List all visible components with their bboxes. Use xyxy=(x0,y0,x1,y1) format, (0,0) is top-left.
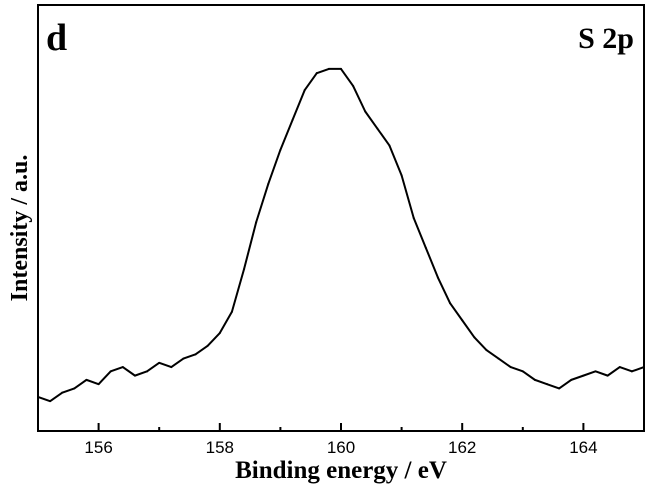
data-point xyxy=(352,84,355,87)
data-point xyxy=(497,357,500,360)
data-point xyxy=(509,366,512,369)
data-point xyxy=(327,67,330,70)
data-point xyxy=(158,361,161,364)
data-point xyxy=(243,268,246,271)
data-point xyxy=(376,127,379,130)
data-point xyxy=(206,344,209,347)
x-tick-label: 162 xyxy=(448,438,476,457)
data-point xyxy=(97,383,100,386)
data-point xyxy=(364,110,367,113)
data-point xyxy=(606,374,609,377)
data-point xyxy=(73,387,76,390)
data-point xyxy=(558,387,561,390)
x-tick-label: 160 xyxy=(327,438,355,457)
data-point xyxy=(618,366,621,369)
data-point xyxy=(570,378,573,381)
data-point xyxy=(303,89,306,92)
data-point xyxy=(230,310,233,313)
data-point xyxy=(61,391,64,394)
data-point xyxy=(412,217,415,219)
x-tick-label: 164 xyxy=(569,438,597,457)
data-point xyxy=(37,395,39,398)
y-axis-label: Intensity / a.u. xyxy=(7,155,33,302)
data-point xyxy=(643,366,645,369)
data-point xyxy=(461,319,464,322)
panel-label: d xyxy=(46,17,67,59)
data-point xyxy=(133,374,136,377)
data-point xyxy=(109,370,112,373)
data-point xyxy=(388,144,391,147)
data-point xyxy=(49,400,52,403)
data-point xyxy=(400,174,403,177)
data-point xyxy=(436,276,439,279)
data-point xyxy=(533,378,536,381)
series-layer xyxy=(37,67,645,403)
data-point xyxy=(170,366,173,369)
data-point xyxy=(449,302,452,305)
data-point xyxy=(630,370,633,373)
x-axis-label: Binding energy / eV xyxy=(235,457,447,484)
data-point xyxy=(315,72,318,75)
data-point xyxy=(267,182,270,185)
data-point xyxy=(340,67,342,70)
spectrum-annotation: S 2p xyxy=(578,22,634,55)
data-point xyxy=(546,383,549,386)
data-point xyxy=(521,370,524,373)
data-point xyxy=(279,148,282,151)
data-point xyxy=(182,357,185,360)
data-point xyxy=(85,378,88,381)
data-point xyxy=(194,353,197,356)
data-point xyxy=(424,246,427,249)
data-point xyxy=(473,336,476,339)
data-point xyxy=(594,370,597,373)
data-point xyxy=(146,370,149,373)
x-tick-label: 158 xyxy=(206,438,234,457)
data-point xyxy=(121,366,124,369)
data-point xyxy=(485,349,488,352)
data-point xyxy=(218,332,221,335)
data-point xyxy=(582,374,585,377)
x-axis-ticks: 156 158 160 162 164 xyxy=(37,423,645,457)
data-point xyxy=(291,119,294,122)
data-point xyxy=(255,221,258,224)
x-tick-label: 156 xyxy=(84,438,112,457)
